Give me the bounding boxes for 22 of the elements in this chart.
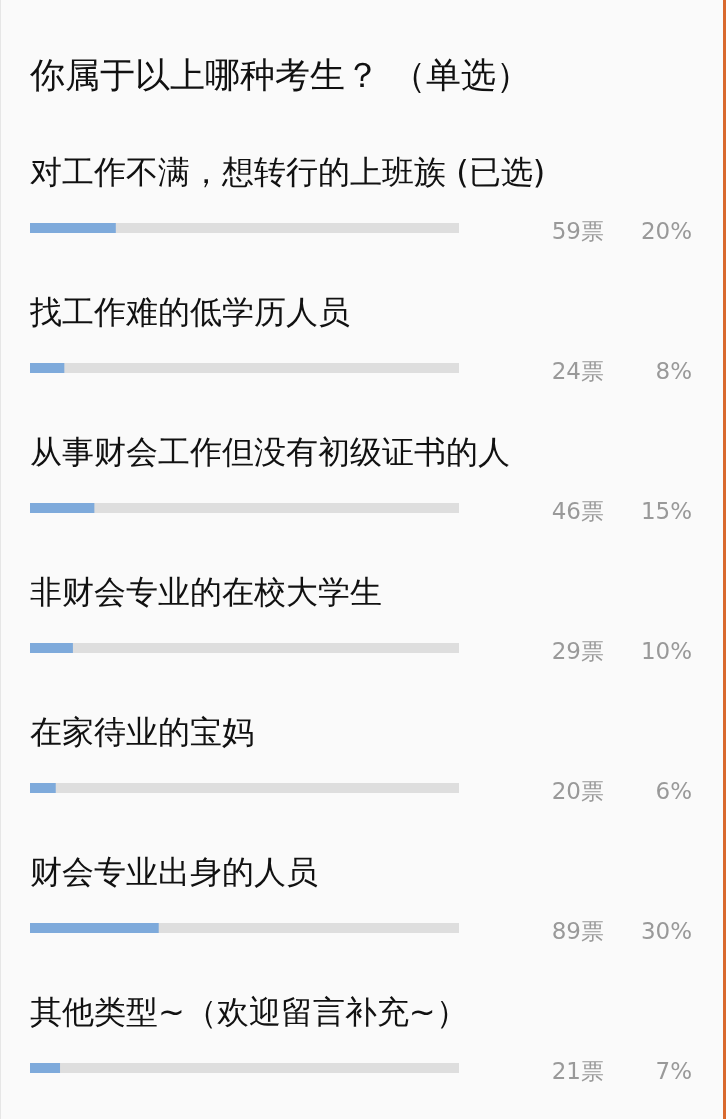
annotation: 46票: [551, 498, 604, 524]
category: 其他类型~（欢迎留言补充~）: [30, 993, 468, 1031]
value-label: 8%: [655, 358, 692, 384]
title: 你属于以上哪种考生？ （单选）: [30, 55, 532, 95]
value-label: 30%: [640, 918, 692, 944]
annotation: 20票: [551, 778, 604, 804]
annotation: 89票: [551, 918, 604, 944]
category: 财会专业出身的人员: [30, 853, 318, 891]
annotation: 59票: [551, 218, 604, 244]
annotation: 21票: [551, 1058, 604, 1084]
category: 对工作不满，想转行的上班族 (已选): [30, 153, 546, 191]
category: 找工作难的低学历人员: [30, 293, 350, 331]
category: 非财会专业的在校大学生: [30, 573, 382, 611]
value-label: 15%: [640, 498, 692, 524]
category: 从事财会工作但没有初级证书的人: [30, 433, 510, 471]
value-label: 20%: [640, 218, 692, 244]
value-label: 10%: [640, 638, 692, 664]
annotation: 24票: [551, 358, 604, 384]
annotation: 29票: [551, 638, 604, 664]
value-label: 7%: [655, 1058, 692, 1084]
value-label: 6%: [655, 778, 692, 804]
category: 在家待业的宝妈: [30, 713, 254, 751]
